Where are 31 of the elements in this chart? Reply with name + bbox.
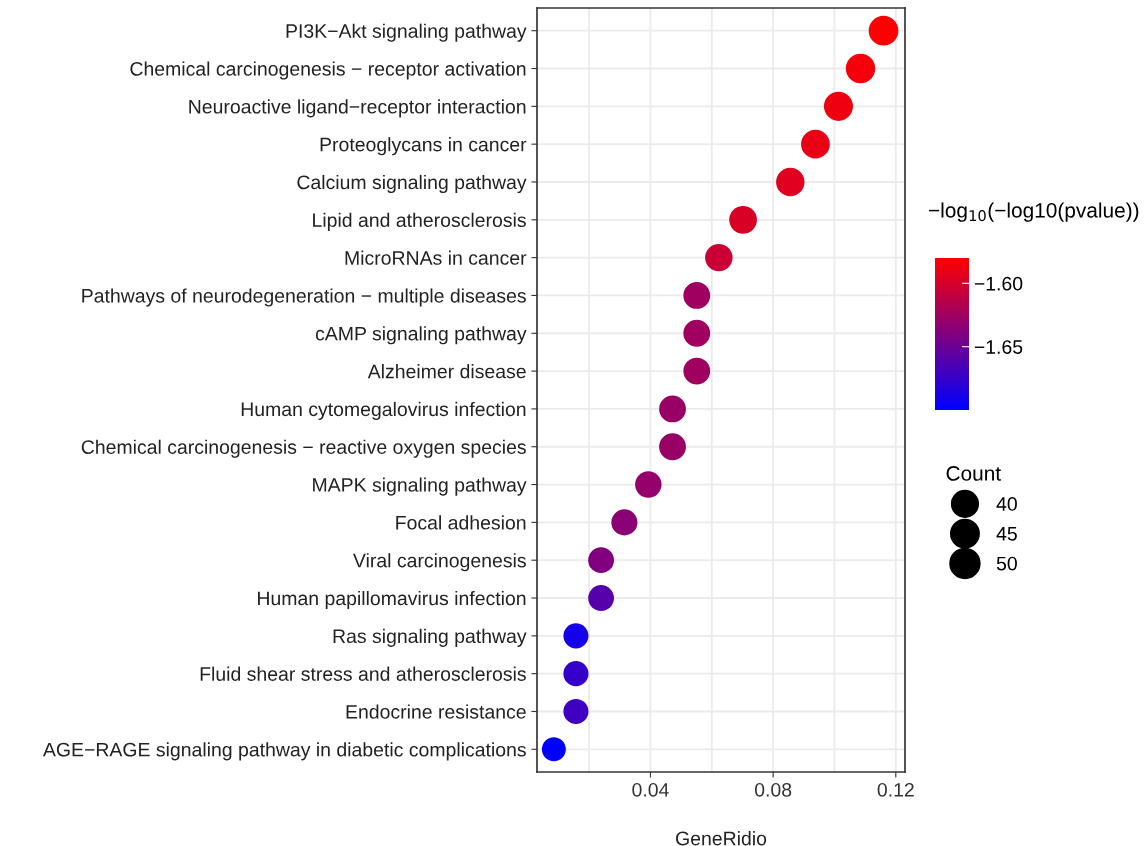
y-tick-label: Lipid and atherosclerosis <box>313 212 526 231</box>
y-tick-label: MicroRNAs in cancer <box>345 250 527 265</box>
y-tick-label: cAMP signaling pathway <box>315 326 527 345</box>
legend-label: 40 <box>996 497 1017 511</box>
y-tick-label: Neuroactive ligand−receptor interaction <box>189 99 526 118</box>
y-tick-label: Human papillomavirus infection <box>258 590 526 610</box>
y-tick-label: Calcium signaling pathway <box>297 174 527 194</box>
y-tick-label: Chemical carcinogenesis − receptor activation <box>130 61 526 80</box>
y-tick-label: AGE−RAGE signaling pathway in diabetic complications <box>42 742 526 761</box>
legend-label: 50 <box>996 556 1017 571</box>
y-tick-label: Focal adhesion <box>396 515 526 530</box>
color-bar-label: −1.60 <box>974 276 1023 291</box>
x-tick-label: 0.12 <box>877 782 914 797</box>
y-tick-label: MAPK signaling pathway <box>313 477 527 496</box>
y-tick-label: Human cytomegalovirus infection <box>241 401 526 420</box>
color-bar-label: −1.65 <box>974 340 1023 354</box>
legend-label: 45 <box>996 527 1017 541</box>
x-axis-title: GeneRidio <box>676 831 767 846</box>
y-tick-label: Viral carcinogenesis <box>353 553 526 572</box>
y-tick-label: Proteoglycans in cancer <box>320 137 527 156</box>
legend-title: Count <box>946 466 1001 481</box>
y-tick-label: Alzheimer disease <box>367 364 526 379</box>
x-tick-label: 0.04 <box>632 782 669 797</box>
color-bar-title: −log$_{10}$(−log10(pvalue)) <box>929 202 1139 222</box>
y-tick-label: Ras signaling pathway <box>333 628 527 647</box>
y-tick-label: Endocrine resistance <box>346 704 526 719</box>
y-tick-label: PI3K−Akt signaling pathway <box>286 23 527 42</box>
x-tick-label: 0.08 <box>754 782 792 797</box>
y-tick-label: Fluid shear stress and atherosclerosis <box>200 666 526 681</box>
y-tick-label: Chemical carcinogenesis − reactive oxygen species <box>81 439 526 458</box>
y-tick-label: Pathways of neurodegeneration − multiple diseases <box>82 288 526 307</box>
